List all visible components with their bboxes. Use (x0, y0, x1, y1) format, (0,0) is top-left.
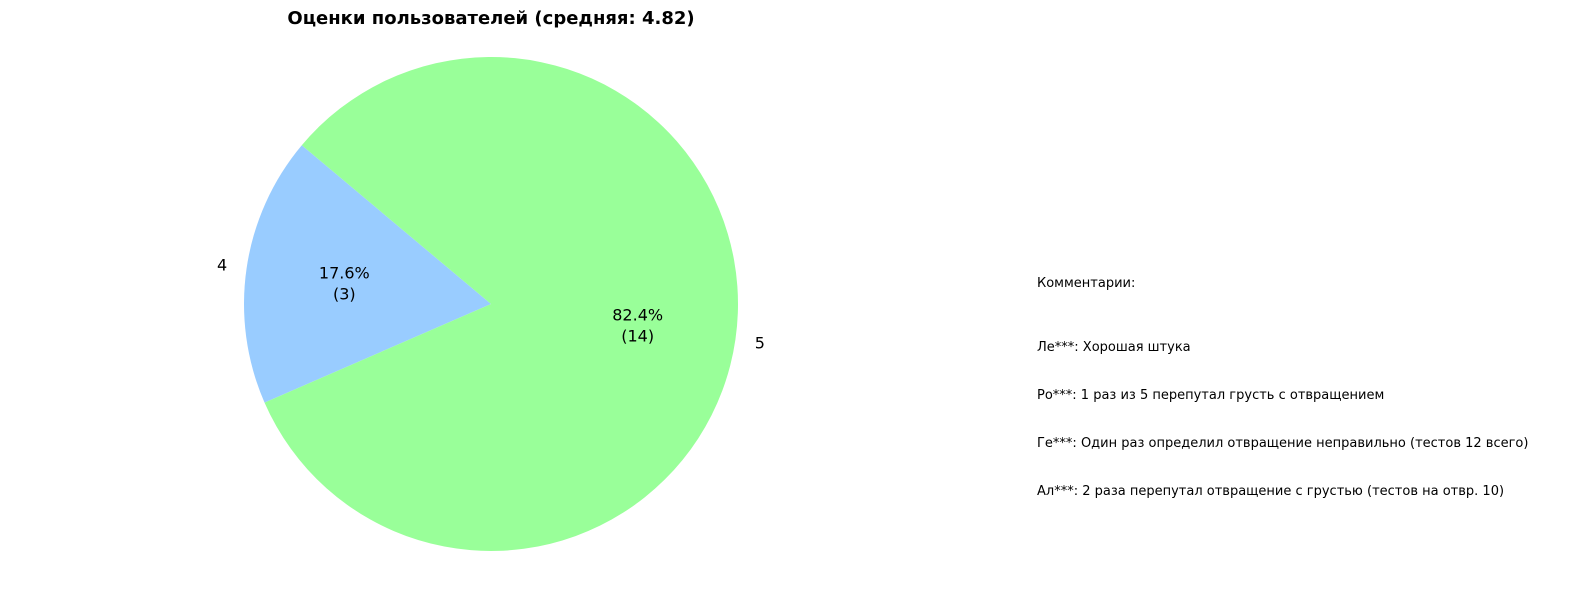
comment-item: Ро***: 1 раз из 5 перепутал грусть с отв… (1037, 388, 1385, 403)
pie-slice-4 (243, 145, 491, 403)
pie-slice-5 (264, 56, 739, 552)
slice-percent-label: 17.6% (319, 263, 370, 282)
comments-title: Комментарии: (1037, 276, 1136, 291)
pie-chart: 4 17.6% (3) 5 82.4% (14) (217, 56, 765, 552)
slice-percent-label: 82.4% (612, 306, 663, 325)
comment-item: Ле***: Хорошая штука (1037, 340, 1191, 355)
slice-category-label: 4 (217, 256, 227, 275)
comment-item: Ге***: Один раз определил отвращение неп… (1037, 436, 1529, 451)
comment-item: Ал***: 2 раза перепутал отвращение с гру… (1037, 484, 1505, 499)
slice-count-label: (3) (333, 284, 356, 303)
comments-panel: Комментарии: Ле***: Хорошая штука Ро***:… (1037, 244, 1528, 516)
slice-category-label: 5 (755, 333, 765, 352)
chart-title: Оценки пользователей (средняя: 4.82) (287, 8, 695, 29)
slice-count-label: (14) (621, 327, 654, 346)
